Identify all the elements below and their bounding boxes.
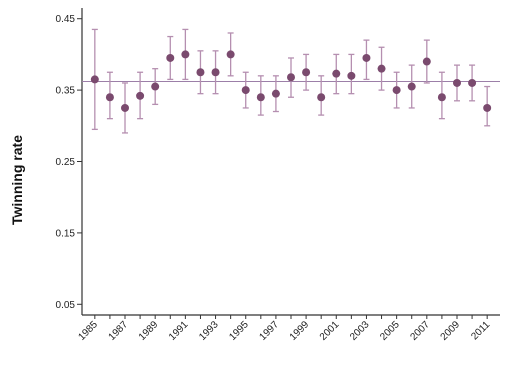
y-tick-label: 0.45 xyxy=(56,14,76,25)
y-tick-label: 0.25 xyxy=(56,157,76,168)
data-point xyxy=(362,53,371,62)
x-tick-label: 1995 xyxy=(227,319,251,343)
data-point xyxy=(452,78,461,87)
data-point xyxy=(377,64,386,73)
data-point xyxy=(196,68,205,77)
x-tick-label: 2003 xyxy=(348,319,372,343)
x-tick-label: 1987 xyxy=(107,319,131,343)
data-point xyxy=(90,75,99,84)
x-tick-label: 2007 xyxy=(408,319,432,343)
y-axis-label: Twinning rate xyxy=(9,135,25,225)
x-tick-label: 1993 xyxy=(197,319,221,343)
data-point xyxy=(332,69,341,78)
x-tick-label: 1999 xyxy=(288,319,312,343)
x-tick-label: 2001 xyxy=(318,319,342,343)
x-tick-label: 1991 xyxy=(167,319,191,343)
data-point xyxy=(241,86,250,95)
y-tick-label: 0.15 xyxy=(56,228,76,239)
data-point xyxy=(166,53,175,62)
data-point xyxy=(151,82,160,91)
y-tick-label: 0.35 xyxy=(56,86,76,97)
data-point xyxy=(392,86,401,95)
data-point xyxy=(226,50,235,59)
data-point xyxy=(483,103,492,112)
x-tick-label: 2009 xyxy=(439,319,463,343)
data-point xyxy=(121,103,130,112)
data-point xyxy=(181,50,190,59)
data-point xyxy=(468,78,477,87)
data-point xyxy=(211,68,220,77)
data-point xyxy=(422,57,431,66)
x-tick-label: 2005 xyxy=(378,319,402,343)
data-point xyxy=(317,93,326,102)
data-point xyxy=(287,73,295,82)
x-tick-label: 1997 xyxy=(258,319,282,343)
y-ticks: 0.05 0.15 0.25 0.35 0.45 xyxy=(56,14,82,311)
x-tick-label: 2011 xyxy=(469,319,492,342)
y-tick-label: 0.05 xyxy=(56,300,76,311)
data-point xyxy=(437,93,446,102)
data-points xyxy=(90,50,492,112)
x-tick-label: 1989 xyxy=(137,319,161,343)
data-point xyxy=(271,89,280,98)
data-point xyxy=(256,93,265,102)
data-point xyxy=(136,91,145,100)
data-point xyxy=(302,68,311,77)
data-point xyxy=(407,82,416,91)
x-tick-label: 1985 xyxy=(76,319,100,343)
data-point xyxy=(105,93,114,102)
x-ticks: 1985 1987 1989 1991 1993 1995 1997 1999 2001 2003… xyxy=(76,315,493,343)
data-point xyxy=(347,71,356,80)
